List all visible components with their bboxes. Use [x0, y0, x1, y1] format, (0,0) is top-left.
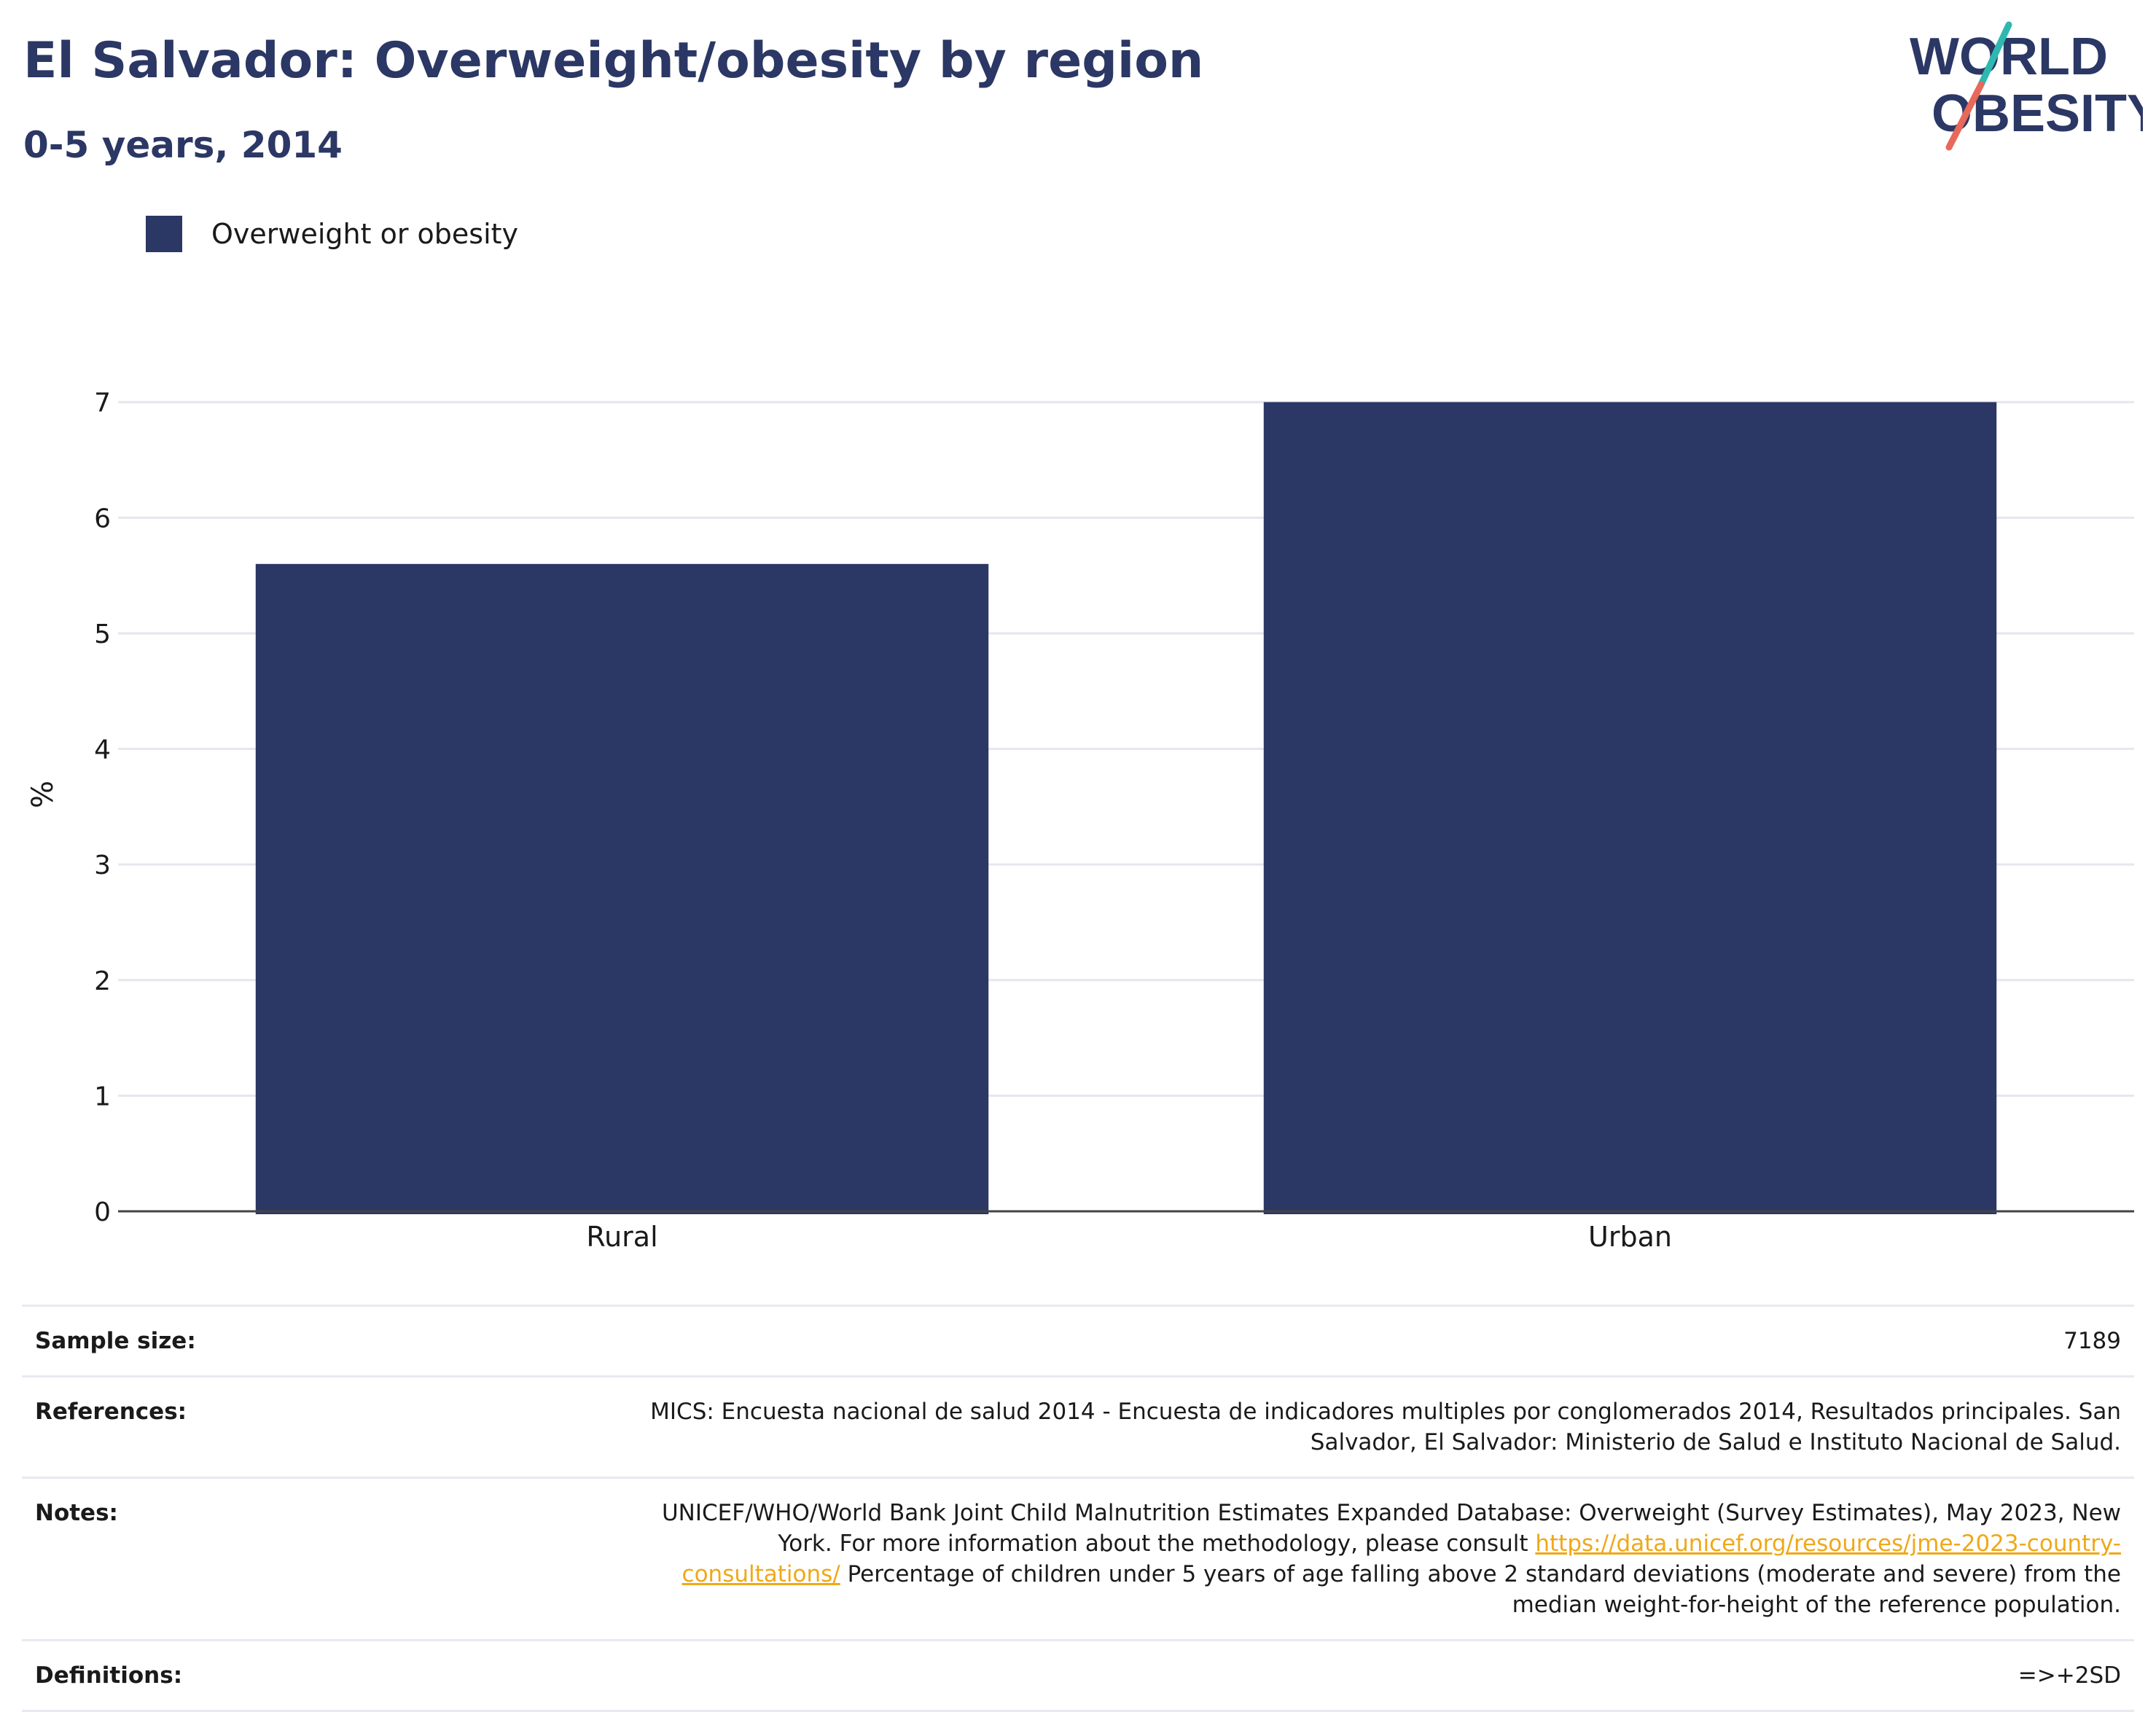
bar-chart: 0 1 2 3 4 5 6 7 Rural Urban % [26, 388, 2134, 1253]
chart-legend: Overweight or obesity [146, 216, 518, 252]
notes-label: Notes: [35, 1500, 118, 1526]
notes-text-after: Percentage of children under 5 years of … [847, 1561, 2121, 1618]
definitions-label: Definitions: [35, 1662, 183, 1689]
notes-text-before: UNICEF/WHO/World Bank Joint Child Malnut… [661, 1500, 2121, 1557]
info-row-references: References: MICS: Encuesta nacional de s… [22, 1375, 2134, 1477]
sample-size-label: Sample size: [35, 1328, 196, 1354]
chart-subtitle: 0-5 years, 2014 [23, 124, 343, 166]
info-table: Sample size: 7189 References: MICS: Encu… [22, 1305, 2134, 1712]
notes-link[interactable]: https://data.unicef.org/resources/jme-20… [681, 1531, 2121, 1587]
y-tick-label: 3 [94, 851, 111, 880]
x-tick-label: Rural [586, 1221, 657, 1253]
y-tick-label: 6 [94, 504, 111, 533]
y-tick-label: 0 [94, 1197, 111, 1227]
legend-label: Overweight or obesity [211, 218, 519, 250]
bars [255, 402, 1997, 1215]
references-label: References: [35, 1399, 187, 1425]
x-tick-label: Urban [1588, 1221, 1672, 1253]
y-axis-label: % [26, 781, 60, 808]
axes: 0 1 2 3 4 5 6 7 Rural Urban [94, 388, 2134, 1253]
y-tick-label: 2 [94, 966, 111, 996]
notes-value: UNICEF/WHO/World Bank Joint Child Malnut… [627, 1498, 2121, 1620]
logo-line1: WORLD [1910, 28, 2108, 86]
bar-urban [1263, 402, 1997, 1215]
logo-slash-bottom [1945, 81, 1985, 151]
y-tick-label: 1 [94, 1082, 111, 1111]
info-row-sample-size: Sample size: 7189 [22, 1305, 2134, 1375]
bar-rural [255, 563, 989, 1214]
info-row-notes: Notes: UNICEF/WHO/World Bank Joint Child… [22, 1477, 2134, 1639]
definitions-value: =>+2SD [2018, 1662, 2121, 1689]
y-tick-label: 4 [94, 735, 111, 765]
sample-size-value: 7189 [2063, 1328, 2121, 1354]
y-tick-label: 7 [94, 388, 111, 418]
references-value: MICS: Encuesta nacional de salud 2014 - … [650, 1399, 2121, 1455]
legend-swatch [146, 216, 182, 252]
logo-slash-top [1977, 21, 2012, 88]
chart-title: El Salvador: Overweight/obesity by regio… [23, 32, 1204, 90]
info-row-definitions: Definitions: =>+2SD [22, 1639, 2134, 1712]
y-tick-label: 5 [94, 619, 111, 649]
world-obesity-logo: WORLD OBESITY [1910, 21, 2143, 151]
